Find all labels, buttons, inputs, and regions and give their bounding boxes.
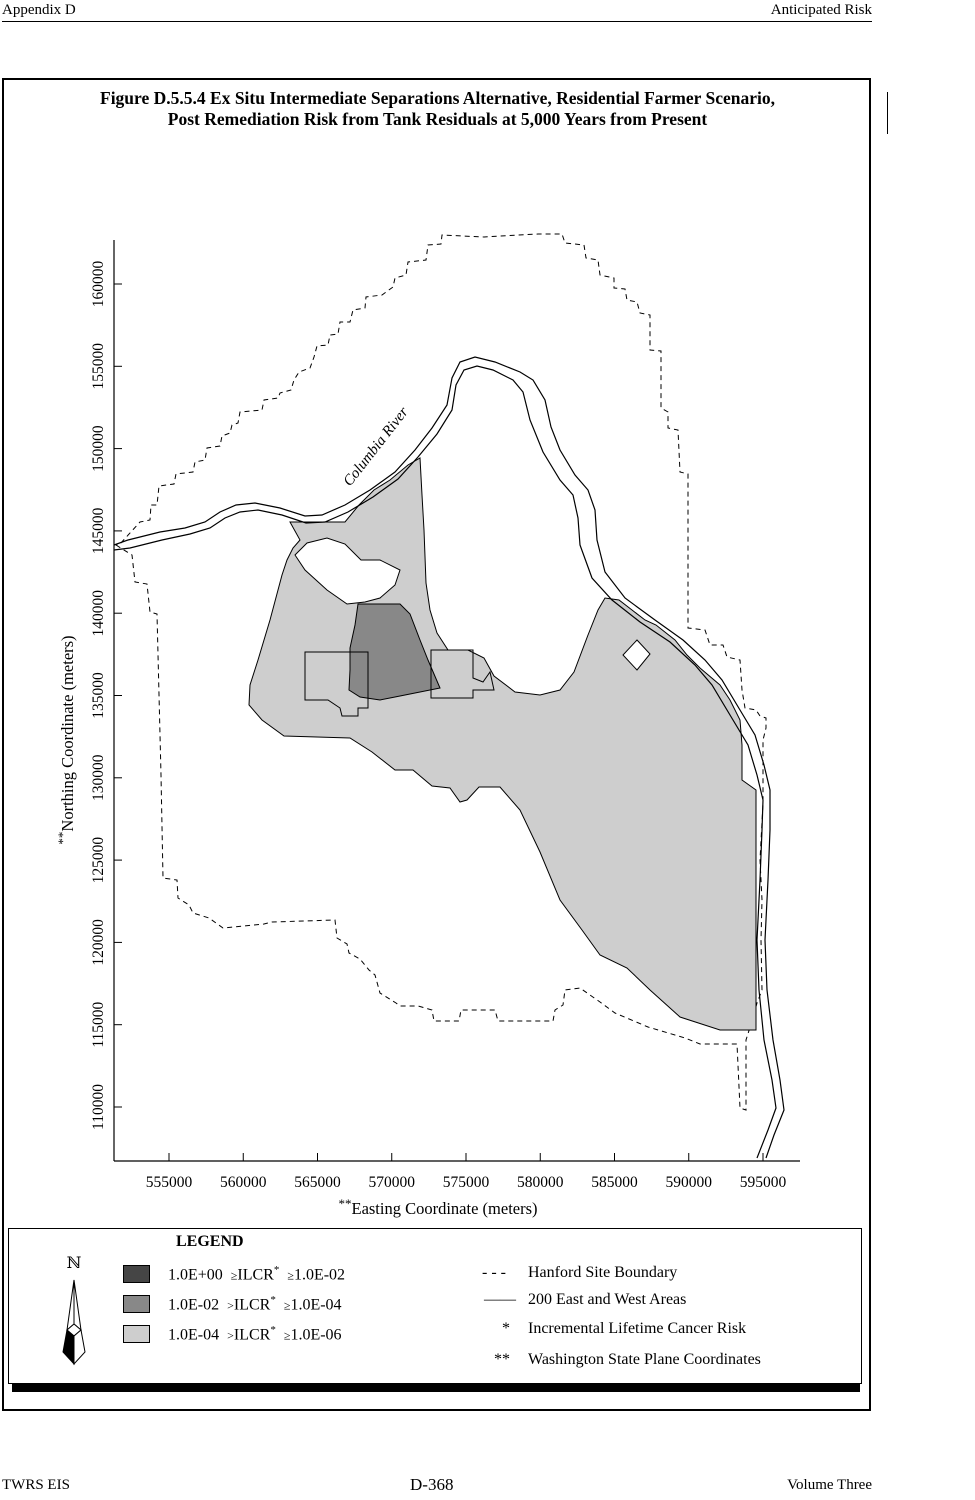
legend-swatch-medium: [123, 1295, 150, 1313]
figure-title-line1: Figure D.5.5.4 Ex Situ Intermediate Sepa…: [100, 88, 775, 108]
risk-area-low: [248, 457, 757, 1031]
y-tick-label: 145000: [90, 507, 107, 554]
x-tick-label: 570000: [369, 1174, 416, 1191]
header-section: Anticipated Risk: [770, 2, 872, 18]
legend-symbol-boundary: - - -: [482, 1264, 506, 1281]
y-tick-label: 140000: [90, 590, 107, 637]
legend-box: [8, 1228, 862, 1384]
x-tick-label: 555000: [146, 1174, 193, 1191]
y-tick-label: 135000: [90, 672, 107, 719]
area-200-east-outline: [430, 649, 495, 699]
x-axis-label: **Easting Coordinate (meters): [338, 1196, 537, 1218]
figure-frame: [2, 78, 871, 1411]
y-tick-label: 120000: [90, 919, 107, 966]
x-tick-label: 580000: [517, 1174, 564, 1191]
legend-swatch-low: [123, 1325, 150, 1343]
legend-label-coords: Washington State Plane Coordinates: [528, 1351, 761, 1368]
x-tick-label: 595000: [740, 1174, 787, 1191]
figure-title-line2: Post Remediation Risk from Tank Residual…: [167, 109, 708, 129]
area-200-west-cutout: [294, 537, 401, 605]
y-tick-label: 130000: [90, 754, 107, 801]
y-axis-label-text: Northing Coordinate (meters): [58, 635, 77, 831]
north-label: ℕ: [67, 1255, 82, 1272]
risk-area-medium: [348, 603, 441, 701]
y-axis-label: **Northing Coordinate (meters): [55, 635, 77, 844]
y-tick-label: 115000: [90, 1001, 107, 1047]
y-axis-ticks: 160000 155000 150000 145000 140000 135000 1300…: [90, 261, 122, 1130]
area-diamond-cutout: [622, 639, 651, 671]
legend-label-ilcr: Incremental Lifetime Cancer Risk: [528, 1320, 747, 1337]
footer-page-number: D-368: [410, 1475, 454, 1494]
x-tick-label: 575000: [443, 1174, 490, 1191]
x-tick-label: 560000: [220, 1174, 267, 1191]
x-tick-label: 565000: [294, 1174, 341, 1191]
header-rule: [2, 21, 872, 22]
legend-symbol-coords: **: [494, 1351, 510, 1368]
y-tick-label: 150000: [90, 425, 107, 472]
area-200-west-outline: [304, 651, 369, 717]
legend-class-high: 1.0E+00 ≥ILCR* ≥1.0E-02: [168, 1264, 346, 1284]
hanford-site-boundary: [114, 233, 767, 1111]
columbia-river-bank-south: [113, 365, 777, 1159]
legend-symbol-ilcr: *: [502, 1320, 510, 1337]
legend-symbol-areas: ——: [484, 1291, 516, 1308]
x-tick-label: 585000: [591, 1174, 638, 1191]
columbia-river-bank-north: [113, 356, 785, 1159]
change-bar: [887, 92, 888, 134]
x-axis-label-text: Easting Coordinate (meters): [351, 1199, 537, 1218]
legend-label-areas: 200 East and West Areas: [528, 1291, 687, 1308]
footer-right: Volume Three: [787, 1477, 872, 1493]
x-axis-label-prefix: **: [338, 1196, 351, 1211]
x-tick-label: 590000: [666, 1174, 713, 1191]
y-tick-label: 160000: [90, 261, 107, 308]
x-axis-ticks: 555000 560000 565000 570000 575000 580000 5850…: [146, 1153, 787, 1191]
risk-map: Columbia River 555000 560000 565000 570000 5…: [55, 233, 800, 1218]
north-arrow-icon: ℕ: [62, 1255, 86, 1366]
legend-label-boundary: Hanford Site Boundary: [528, 1264, 678, 1281]
y-tick-label: 110000: [90, 1084, 107, 1130]
footer-left: TWRS EIS: [2, 1477, 70, 1493]
legend-title: LEGEND: [176, 1233, 244, 1250]
y-tick-label: 155000: [90, 343, 107, 390]
figure-title: Figure D.5.5.4 Ex Situ Intermediate Sepa…: [0, 88, 875, 130]
legend-class-low: 1.0E-04 >ILCR* ≥1.0E-06: [168, 1324, 342, 1344]
header-appendix: Appendix D: [2, 2, 76, 18]
y-axis-label-prefix: **: [55, 832, 70, 845]
y-tick-label: 125000: [90, 837, 107, 884]
legend-class-medium: 1.0E-02 >ILCR* ≥1.0E-04: [168, 1294, 342, 1314]
legend-swatch-high: [123, 1265, 150, 1283]
